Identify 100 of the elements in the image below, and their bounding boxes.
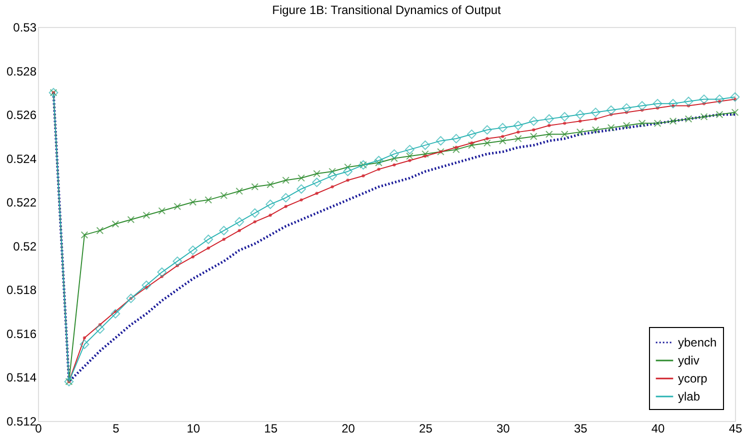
point [251,183,259,190]
point [315,192,318,195]
point [174,202,182,210]
chart-title: Figure 1B: Transitional Dynamics of Output [272,3,502,17]
point [188,246,198,255]
y-tick-label: 0.518 [6,283,37,298]
point [330,185,334,188]
point [282,176,290,184]
legend-label: ybench [678,336,717,350]
point [699,94,709,104]
point [501,134,504,138]
point [499,137,506,144]
point [576,128,584,136]
point [268,214,272,217]
point [126,294,136,304]
point [222,238,226,241]
point [158,207,166,215]
point [514,134,522,142]
point [189,198,197,206]
y-tick-label: 0.52 [13,239,37,254]
point [220,192,228,200]
x-tick-label: 5 [112,422,120,436]
point [544,114,554,124]
x-tick-label: 0 [35,422,42,436]
point [204,196,212,204]
point [300,198,303,202]
point [266,200,276,209]
point [436,136,446,146]
legend-label: ycorp [678,372,708,386]
point [607,124,615,132]
point [470,141,474,145]
point [590,108,600,118]
x-tick-label: 10 [186,422,200,436]
y-tick-label: 0.522 [6,196,37,210]
point [238,228,241,232]
legend-label: ylab [678,390,700,404]
point [513,120,523,130]
point [392,163,396,166]
point [516,130,520,134]
y-tick-label: 0.514 [6,370,37,385]
point [281,193,291,202]
point [700,113,708,120]
point [80,340,90,350]
point [622,122,630,130]
point [668,98,678,108]
point [545,130,553,138]
point [484,139,491,147]
y-tick-label: 0.528 [6,64,37,78]
point [95,324,105,334]
point [298,174,305,182]
y-tick-label: 0.524 [6,152,37,166]
point [377,168,380,171]
point [575,110,585,120]
point [606,105,616,115]
point [253,220,256,224]
point [530,132,538,140]
point [142,280,152,290]
x-tick-label: 40 [651,422,666,436]
point [112,220,120,228]
x-tick-label: 25 [419,422,433,436]
point [408,158,412,162]
x-tick-label: 20 [342,422,356,436]
point [528,116,538,126]
point [219,226,229,236]
point [405,144,414,154]
point [362,174,365,178]
point [452,134,461,144]
point [206,246,210,250]
point [406,152,414,160]
point [684,115,692,123]
point [468,142,476,149]
point [204,234,214,244]
point [467,130,476,139]
point [486,137,489,140]
y-tick-label: 0.516 [6,326,37,341]
point [250,208,260,218]
point [313,170,320,178]
point [110,309,120,318]
point [422,150,429,158]
point [374,156,384,166]
point [390,149,399,159]
point [236,188,244,195]
point [563,122,566,125]
x-tick-label: 15 [264,422,278,436]
point [498,123,508,132]
point [560,112,570,122]
point [96,226,104,234]
point [654,120,662,127]
y-tick-label: 0.512 [6,414,37,428]
point [731,108,739,116]
point [142,212,150,219]
point [452,146,460,154]
point [172,256,182,266]
point [234,217,244,226]
point [578,120,582,123]
point [284,204,288,208]
x-tick-label: 35 [574,422,588,436]
y-tick-label: 0.526 [6,108,37,122]
point [482,125,492,135]
point [592,126,600,134]
